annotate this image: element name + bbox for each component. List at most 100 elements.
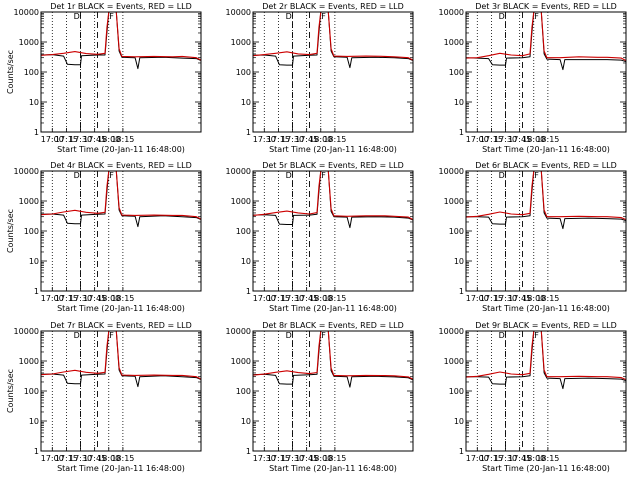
x-axis-label: Start Time (20-Jan-11 16:48:00) [482,464,610,473]
top-marker: F [109,171,114,180]
y-tick-label: 10000 [439,167,464,176]
top-marker: D [74,331,80,340]
x-tick-label: 17:30 [69,135,92,144]
lld-series-line [40,11,202,61]
x-tick-label: 17:45 [295,294,318,303]
events-series-line [466,330,627,390]
top-marker: F [321,12,326,21]
x-tick-label: 18:15 [323,135,346,144]
y-tick-label: 100 [24,227,39,236]
x-tick-label: 17:30 [281,454,304,463]
x-tick-label: 17:45 [508,135,531,144]
y-tick-label: 10000 [226,167,251,176]
plot-frame [465,330,627,452]
y-tick-label: 1 [246,287,251,296]
x-tick-label: 17:00 [466,135,489,144]
panel-det-4: Det 4r BLACK = Events, RED = LLD 1 10 100 10… [6,161,202,313]
x-tick-label: 17:00 [253,294,276,303]
x-tick-label: 18:15 [536,135,559,144]
top-marker: D [286,12,292,21]
panel-det-8: Det 8r BLACK = Events, RED = LLD 1 10 100 10… [226,321,414,473]
y-axis-label: Counts/sec [6,50,15,94]
x-tick-label: 17:00 [41,135,64,144]
x-tick-label: 18:00 [522,135,545,144]
x-tick-label: 18:15 [536,454,559,463]
y-axis-label: Counts/sec [6,369,15,413]
panel-title: Det 7r BLACK = Events, RED = LLD [50,321,192,330]
x-axis-label: Start Time (20-Jan-11 16:48:00) [269,464,397,473]
x-tick-label: 17:30 [69,454,92,463]
top-marker: D [499,331,505,340]
lld-series-line [252,11,414,61]
events-series-line [40,330,202,388]
x-tick-label: 17:00 [466,294,489,303]
y-tick-label: 10000 [226,327,251,336]
x-tick-label: 18:15 [323,294,346,303]
y-tick-label: 1000 [231,357,251,366]
x-tick-label: 17:45 [295,454,318,463]
lld-series-line [465,11,627,62]
x-tick-label: 17:00 [41,454,64,463]
x-axis-label: Start Time (20-Jan-11 16:48:00) [269,304,397,313]
top-marker: D [74,12,80,21]
panel-det-2: Det 2r BLACK = Events, RED = LLD 1 10 100 10… [226,2,414,154]
x-tick-label: 17:00 [466,454,489,463]
y-tick-label: 10000 [14,8,39,17]
x-tick-label: 18:15 [323,454,346,463]
y-tick-label: 10 [454,257,464,266]
y-tick-label: 1000 [19,357,39,366]
plot-frame [252,170,414,292]
x-tick-label: 17:15 [55,135,78,144]
x-tick-label: 17:45 [508,454,531,463]
x-tick-label: 17:45 [508,294,531,303]
panel-det-7: Det 7r BLACK = Events, RED = LLD 1 10 100 10… [6,321,202,473]
y-tick-label: 10 [29,98,39,107]
panel-title: Det 8r BLACK = Events, RED = LLD [262,321,404,330]
plot-frame [40,11,202,133]
x-tick-label: 18:00 [309,135,332,144]
y-tick-label: 1 [34,287,39,296]
x-tick-label: 17:15 [480,294,503,303]
y-tick-label: 1 [34,447,39,456]
x-tick-label: 17:45 [83,294,106,303]
x-tick-label: 17:15 [480,135,503,144]
x-tick-label: 17:30 [494,454,517,463]
lld-series-line [465,330,627,381]
y-tick-label: 100 [449,68,464,77]
y-tick-label: 100 [236,68,251,77]
events-series-line [252,330,414,388]
y-tick-label: 1000 [19,197,39,206]
plot-frame [40,330,202,452]
y-tick-label: 100 [449,227,464,236]
x-tick-label: 17:15 [55,294,78,303]
plot-frame [465,170,627,292]
panel-title: Det 4r BLACK = Events, RED = LLD [50,161,192,170]
plot-frame [465,11,627,133]
panel-title: Det 2r BLACK = Events, RED = LLD [262,2,404,11]
y-tick-label: 100 [236,227,251,236]
x-tick-label: 18:00 [309,294,332,303]
x-tick-label: 17:30 [281,294,304,303]
top-marker: F [109,12,114,21]
y-tick-label: 10000 [439,8,464,17]
y-tick-label: 1000 [444,357,464,366]
y-tick-label: 1 [246,447,251,456]
y-tick-label: 10 [454,417,464,426]
y-tick-label: 100 [449,387,464,396]
y-tick-label: 1000 [444,197,464,206]
x-tick-label: 17:00 [41,294,64,303]
panel-det-3: Det 3r BLACK = Events, RED = LLD 1 10 100 10… [439,2,627,154]
x-tick-label: 18:00 [97,135,120,144]
x-tick-label: 18:00 [97,454,120,463]
x-tick-label: 17:30 [69,294,92,303]
x-tick-label: 17:45 [295,135,318,144]
lld-series-line [465,170,627,221]
lld-series-line [40,330,202,380]
plot-frame [252,330,414,452]
x-tick-label: 18:00 [309,454,332,463]
y-axis-label: Counts/sec [6,209,15,253]
plot-frame [252,11,414,133]
x-tick-label: 17:15 [480,454,503,463]
y-tick-label: 10 [241,98,251,107]
events-series-line [466,170,627,230]
